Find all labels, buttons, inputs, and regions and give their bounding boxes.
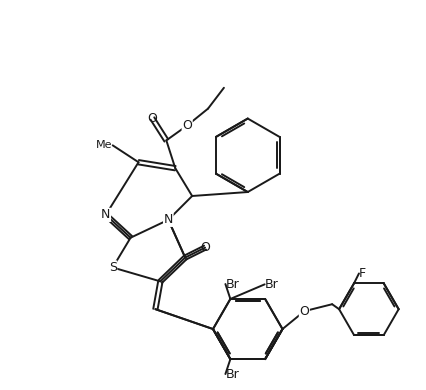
Text: O: O	[182, 119, 192, 132]
Text: Br: Br	[225, 278, 239, 291]
Text: O: O	[147, 112, 157, 125]
Text: N: N	[164, 213, 173, 226]
Text: F: F	[359, 267, 366, 280]
Text: Br: Br	[265, 278, 278, 291]
Text: O: O	[200, 241, 210, 254]
Text: O: O	[299, 305, 309, 318]
Text: Br: Br	[225, 367, 239, 381]
Text: Me: Me	[96, 140, 113, 151]
Text: S: S	[109, 261, 117, 274]
Text: N: N	[101, 208, 110, 222]
